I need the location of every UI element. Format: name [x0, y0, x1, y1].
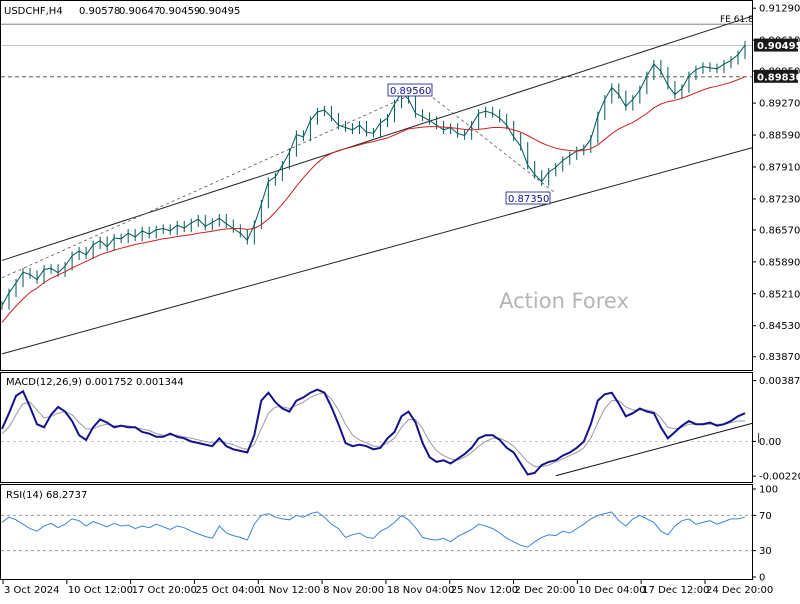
open-value: 0.90578	[79, 6, 120, 17]
macd-line	[1, 388, 746, 476]
time-tick-label: 10 Oct 12:00	[68, 585, 133, 596]
price-y-tick-label: 0.85210	[759, 289, 800, 300]
macd-header: MACD(12,26,9) 0.001752 0.001344	[6, 377, 184, 388]
channel-lower-line	[1, 147, 753, 355]
time-tick-label: 24 Dec 20:00	[706, 585, 773, 596]
swing-high-text: 0.89560	[390, 86, 431, 97]
level-price-tag: 0.89830	[754, 69, 800, 83]
current-price-tag: 0.90495	[754, 38, 800, 52]
rsi-y-tick-label: 0	[759, 573, 765, 584]
rsi-line	[1, 511, 746, 548]
macd-y-tick-label: 0.00	[759, 437, 781, 448]
time-tick-label: 3 Oct 2024	[4, 585, 59, 596]
macd-panel: 0.003873 0.00 -0.002201 |	[1, 376, 800, 483]
moving-average-line	[1, 76, 746, 323]
price-y-tick-label: 0.89270	[759, 99, 800, 110]
price-y-tick-label: 0.86570	[759, 225, 800, 236]
swing-high-box	[387, 83, 433, 97]
watermark: Action Forex	[499, 289, 629, 313]
high-value: 0.90647	[119, 6, 160, 17]
macd-y-tick-label: 0.003873	[759, 376, 800, 387]
price-panel: 0.912900.906100.899500.892700.885900.879…	[1, 4, 800, 363]
fe-level-label: FE 61.8	[720, 15, 754, 25]
macd-signal-line	[1, 392, 745, 468]
time-tick-label: 18 Nov 04:00	[387, 585, 454, 596]
macd-marker-tick: |	[757, 432, 760, 443]
rsi-panel-frame	[0, 484, 753, 580]
channel-upper-line	[1, 15, 753, 261]
price-y-tick-label: 0.83870	[759, 352, 800, 363]
macd-trendline	[555, 422, 753, 477]
time-tick-label: 17 Dec 12:00	[642, 585, 709, 596]
low-value: 0.90459	[159, 6, 200, 17]
swing-guide-line	[1, 89, 556, 279]
time-tick-label: 8 Nov 20:00	[323, 585, 384, 596]
price-panel-frame	[0, 0, 753, 371]
price-header: USDCHF,H4 0.90578 0.90647 0.90459 0.9049…	[4, 6, 240, 17]
price-y-tick-label: 0.91290	[759, 4, 800, 15]
price-y-tick-label: 0.84530	[759, 321, 800, 332]
time-tick-label: 2 Dec 20:00	[515, 585, 576, 596]
symbol-timeframe: USDCHF,H4	[4, 6, 63, 17]
time-tick-label: 1 Nov 12:00	[259, 585, 320, 596]
price-line	[1, 45, 746, 306]
price-tag-text: 0.90495	[757, 41, 800, 52]
macd-y-tick-label: -0.002201	[759, 472, 800, 483]
swing-high-label: 0.89560	[387, 83, 433, 97]
rsi-header: RSI(14) 68.2737	[6, 490, 87, 501]
swing-low-box	[505, 191, 551, 205]
price-tag-bg	[754, 69, 798, 83]
time-tick-label: 25 Nov 12:00	[451, 585, 518, 596]
price-y-tick-label: 0.87910	[759, 162, 800, 173]
price-tag-bg	[754, 38, 798, 52]
rsi-panel: 100 70 30 0	[1, 485, 778, 584]
time-tick-label: 17 Oct 20:00	[132, 585, 197, 596]
rsi-y-tick-label: 70	[759, 511, 772, 522]
price-y-tick-label: 0.87230	[759, 194, 800, 205]
swing-low-label: 0.87350	[505, 191, 551, 205]
macd-panel-frame	[0, 372, 753, 483]
swing-low-text: 0.87350	[508, 194, 549, 205]
close-value: 0.90495	[199, 6, 240, 17]
price-y-tick-label: 0.88590	[759, 131, 800, 142]
rsi-y-tick-label: 100	[759, 485, 778, 496]
price-tag-text: 0.89830	[757, 72, 800, 83]
time-tick-label: 25 Oct 04:00	[195, 585, 260, 596]
price-y-tick-label: 0.85890	[759, 257, 800, 268]
rsi-y-tick-label: 30	[759, 546, 772, 557]
time-tick-label: 10 Dec 04:00	[578, 585, 645, 596]
